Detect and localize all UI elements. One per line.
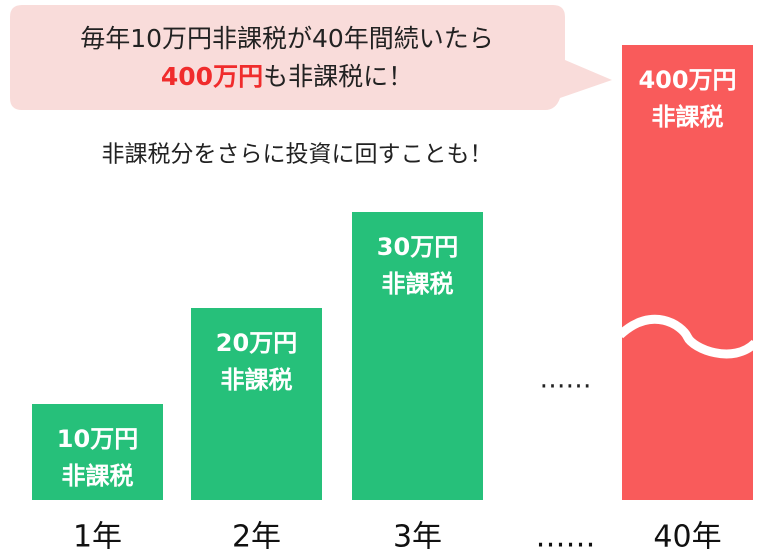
chart-title-line2: 400万円も非課税に！ <box>161 62 413 91</box>
value-label: 20万円 <box>216 329 297 357</box>
bar-note: 非課税 <box>221 366 293 394</box>
value-label: 10万円 <box>57 425 138 453</box>
bar <box>352 212 483 500</box>
bar <box>32 404 163 500</box>
value-label: 30万円 <box>377 233 458 261</box>
ellipsis: …… <box>540 365 592 395</box>
bar-note: 非課税 <box>62 462 134 490</box>
highlight: 400万円 <box>161 62 263 91</box>
axis-break <box>616 314 759 359</box>
speech-bubble <box>10 5 612 110</box>
bar-note: 非課税 <box>382 270 454 298</box>
x-tick-label: 3年 <box>393 520 442 555</box>
bar-note: 非課税 <box>652 103 724 131</box>
x-tick-label: 40年 <box>653 520 721 555</box>
x-tick-label: 1年 <box>73 520 122 555</box>
title-suffix: も非課税に！ <box>263 62 413 91</box>
bar <box>622 45 753 500</box>
subtitle: 非課税分をさらに投資に回すことも！ <box>102 142 493 168</box>
x-tick-label: 2年 <box>232 520 281 555</box>
value-label: 400万円 <box>638 66 736 94</box>
bar <box>191 308 322 500</box>
x-tick-label: …… <box>536 520 596 555</box>
chart-title: 毎年10万円非課税が40年間続いたら <box>80 24 494 53</box>
